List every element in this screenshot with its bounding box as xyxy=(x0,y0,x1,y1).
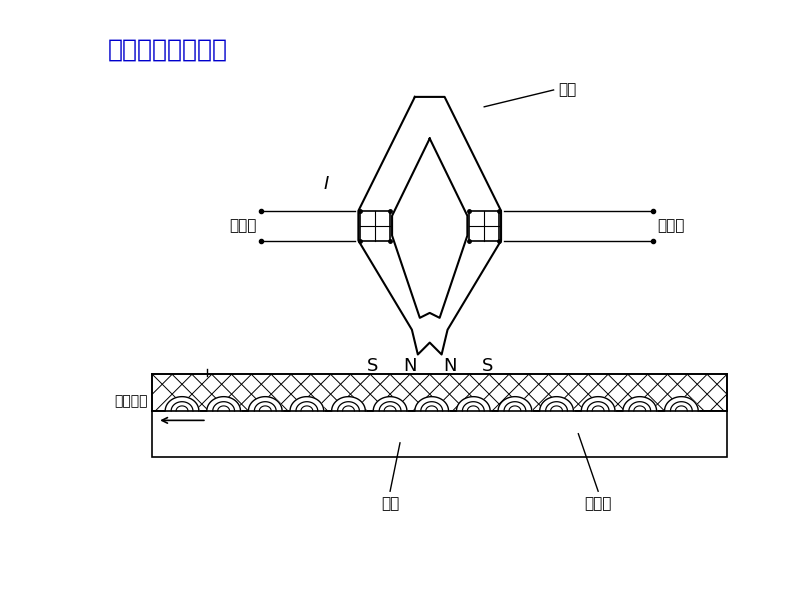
Text: 读线圈: 读线圈 xyxy=(658,218,685,233)
Text: 写线圈: 写线圈 xyxy=(229,218,256,233)
Text: 磁层: 磁层 xyxy=(381,496,399,511)
Text: S: S xyxy=(482,358,493,376)
Bar xyxy=(152,374,727,411)
Text: 运动方向: 运动方向 xyxy=(114,394,147,409)
Text: I: I xyxy=(323,175,328,193)
Text: N: N xyxy=(442,358,456,376)
Text: S: S xyxy=(366,358,378,376)
Text: 载磁体: 载磁体 xyxy=(585,496,612,511)
Bar xyxy=(152,411,727,457)
Text: N: N xyxy=(403,358,417,376)
Text: 铁芯: 铁芯 xyxy=(558,82,577,97)
Text: 表面存储信息原理: 表面存储信息原理 xyxy=(108,37,228,61)
